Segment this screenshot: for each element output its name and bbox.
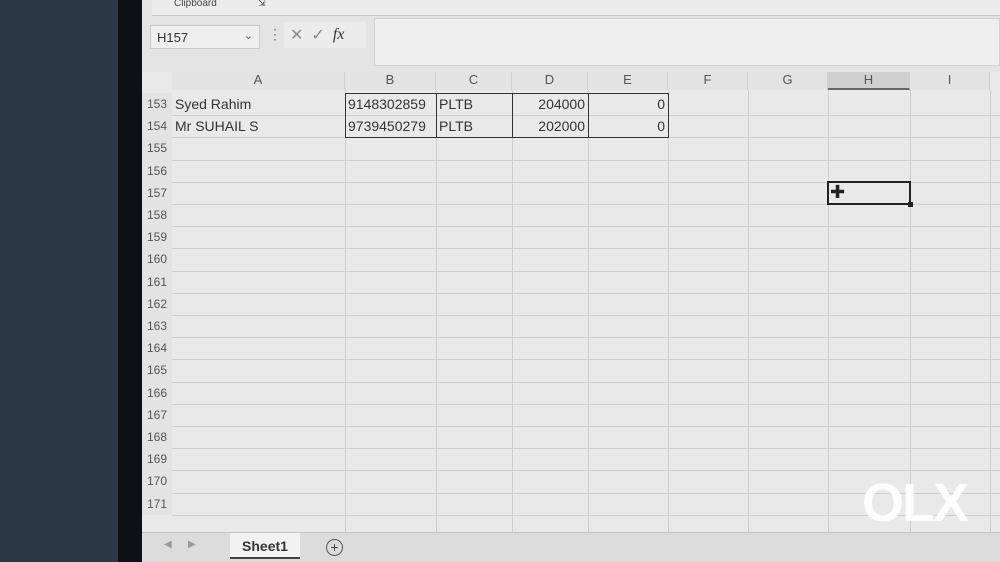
insert-function-icon[interactable]: fx <box>332 26 345 43</box>
row-header[interactable]: 159 <box>142 226 172 249</box>
enter-icon[interactable]: ✓ <box>311 27 325 44</box>
gridline <box>588 90 589 532</box>
cell-cursor-icon: ✚ <box>830 181 846 202</box>
column-header-b[interactable]: B <box>345 72 436 90</box>
column-header-a[interactable]: A <box>172 72 345 90</box>
gridline <box>172 359 1000 361</box>
row-header[interactable]: 167 <box>142 403 172 426</box>
olx-watermark: OLX <box>862 473 969 533</box>
sheet-tab-bar: ◀ ▶ Sheet1 + <box>142 532 1000 562</box>
gridline <box>172 426 1000 427</box>
column-header-g[interactable]: G <box>748 72 828 90</box>
gridline <box>345 90 346 532</box>
gridline <box>172 159 1000 161</box>
row-header[interactable]: 154 <box>142 115 172 138</box>
ribbon: Clipboard ⇲ <box>152 0 1000 16</box>
cell-border <box>588 93 669 139</box>
chevron-down-icon[interactable]: ⌄ <box>243 30 253 42</box>
row-header[interactable]: 170 <box>142 470 172 493</box>
cell-d153[interactable]: 204000 <box>538 96 585 112</box>
cell-a154[interactable]: Mr SUHAIL S <box>175 118 259 135</box>
row-header[interactable]: 165 <box>142 359 172 382</box>
cell-border <box>512 93 589 139</box>
row-header[interactable]: 160 <box>142 248 172 271</box>
gridline <box>172 248 1000 250</box>
formula-input[interactable] <box>374 18 1000 66</box>
cell-c154[interactable]: PLTB <box>439 118 473 135</box>
monitor-bezel <box>0 0 120 562</box>
row-header[interactable]: 161 <box>142 270 172 293</box>
add-sheet-icon[interactable]: + <box>326 539 343 556</box>
excel-window: Clipboard ⇲ H157 ⌄ ⋮ ✕ ✓ fx A B C D E F G H I 153… <box>142 0 1000 562</box>
gridline <box>172 337 1000 339</box>
sheet-tab-sheet1[interactable]: Sheet1 <box>230 533 300 559</box>
gridline <box>172 514 1000 516</box>
row-header[interactable]: 168 <box>142 426 172 449</box>
gridline <box>172 403 1000 405</box>
more-icon[interactable]: ⋮ <box>268 26 282 42</box>
cell-c153[interactable]: PLTB <box>439 96 473 112</box>
clipboard-group-label: Clipboard <box>174 0 217 9</box>
cell-b154[interactable]: 9739450279 <box>348 118 426 135</box>
gridline <box>172 226 1000 228</box>
spreadsheet-grid[interactable]: A B C D E F G H I 153 Syed Rahim 9148302859 PLTB 2040… <box>142 72 1000 532</box>
gridline <box>172 181 1000 183</box>
row-header[interactable]: 156 <box>142 159 172 182</box>
cell-border <box>436 93 513 139</box>
gridline <box>172 448 1000 450</box>
next-sheet-icon[interactable]: ▶ <box>188 539 196 550</box>
row-header[interactable]: 162 <box>142 292 172 315</box>
gridline <box>990 90 991 532</box>
column-header-d[interactable]: D <box>512 72 588 90</box>
gridline <box>172 292 1000 294</box>
row-header[interactable]: 164 <box>142 337 172 360</box>
gridline <box>172 115 1000 117</box>
row-header[interactable]: 155 <box>142 137 172 160</box>
cancel-icon[interactable]: ✕ <box>290 27 304 44</box>
gridline <box>668 90 669 532</box>
cell-a153[interactable]: Syed Rahim <box>175 96 252 112</box>
dialog-launcher-icon[interactable]: ⇲ <box>258 0 266 8</box>
gridline <box>172 270 1000 272</box>
cell-e153[interactable]: 0 <box>657 96 665 112</box>
formula-buttons: ✕ ✓ fx <box>284 22 366 48</box>
row-header[interactable]: 166 <box>142 381 172 404</box>
row-header[interactable]: 169 <box>142 448 172 471</box>
cell-e154[interactable]: 0 <box>657 118 665 135</box>
name-box[interactable]: H157 ⌄ <box>150 25 260 49</box>
cell-b153[interactable]: 9148302859 <box>348 96 426 112</box>
gridline <box>172 492 1000 494</box>
row-header[interactable]: 157 <box>142 181 172 204</box>
column-header-c[interactable]: C <box>436 72 512 90</box>
gridline <box>828 90 829 532</box>
column-header-h[interactable]: H <box>828 72 910 90</box>
gridline <box>172 315 1000 316</box>
gridline <box>172 470 1000 472</box>
gridline <box>172 381 1000 383</box>
gridline <box>172 204 1000 205</box>
column-header-f[interactable]: F <box>668 72 748 90</box>
gridline <box>512 90 513 532</box>
cell-border <box>345 93 437 139</box>
monitor-edge <box>118 0 144 562</box>
gridline <box>748 90 749 532</box>
row-header[interactable]: 163 <box>142 315 172 338</box>
row-header[interactable]: 158 <box>142 204 172 227</box>
name-box-value: H157 <box>157 30 189 45</box>
row-header[interactable]: 153 <box>142 93 172 116</box>
selected-cell-h157[interactable] <box>827 180 913 208</box>
gridline <box>910 90 911 532</box>
cell-d154[interactable]: 202000 <box>538 118 585 135</box>
column-header-e[interactable]: E <box>588 72 668 90</box>
column-header-i[interactable]: I <box>910 72 990 90</box>
gridline <box>436 90 437 532</box>
row-header[interactable]: 171 <box>142 492 172 515</box>
prev-sheet-icon[interactable]: ◀ <box>164 539 172 550</box>
